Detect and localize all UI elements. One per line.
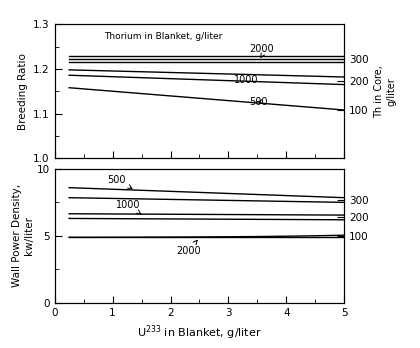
Text: 1000: 1000: [234, 75, 259, 85]
Text: 500: 500: [107, 175, 132, 189]
Text: 2000: 2000: [176, 240, 201, 255]
Y-axis label: Breeding Ratio: Breeding Ratio: [18, 53, 28, 130]
X-axis label: U$^{233}$ in Blanket, g/liter: U$^{233}$ in Blanket, g/liter: [137, 323, 262, 342]
Y-axis label: Th in Core,
g/liter: Th in Core, g/liter: [375, 65, 396, 118]
Text: 2000: 2000: [249, 44, 273, 57]
Text: 1000: 1000: [116, 200, 142, 214]
Text: Thorium in Blanket, g/liter: Thorium in Blanket, g/liter: [104, 32, 222, 41]
Text: 500: 500: [249, 96, 267, 106]
Y-axis label: Wall Power Density,
kw/liter: Wall Power Density, kw/liter: [12, 184, 34, 287]
